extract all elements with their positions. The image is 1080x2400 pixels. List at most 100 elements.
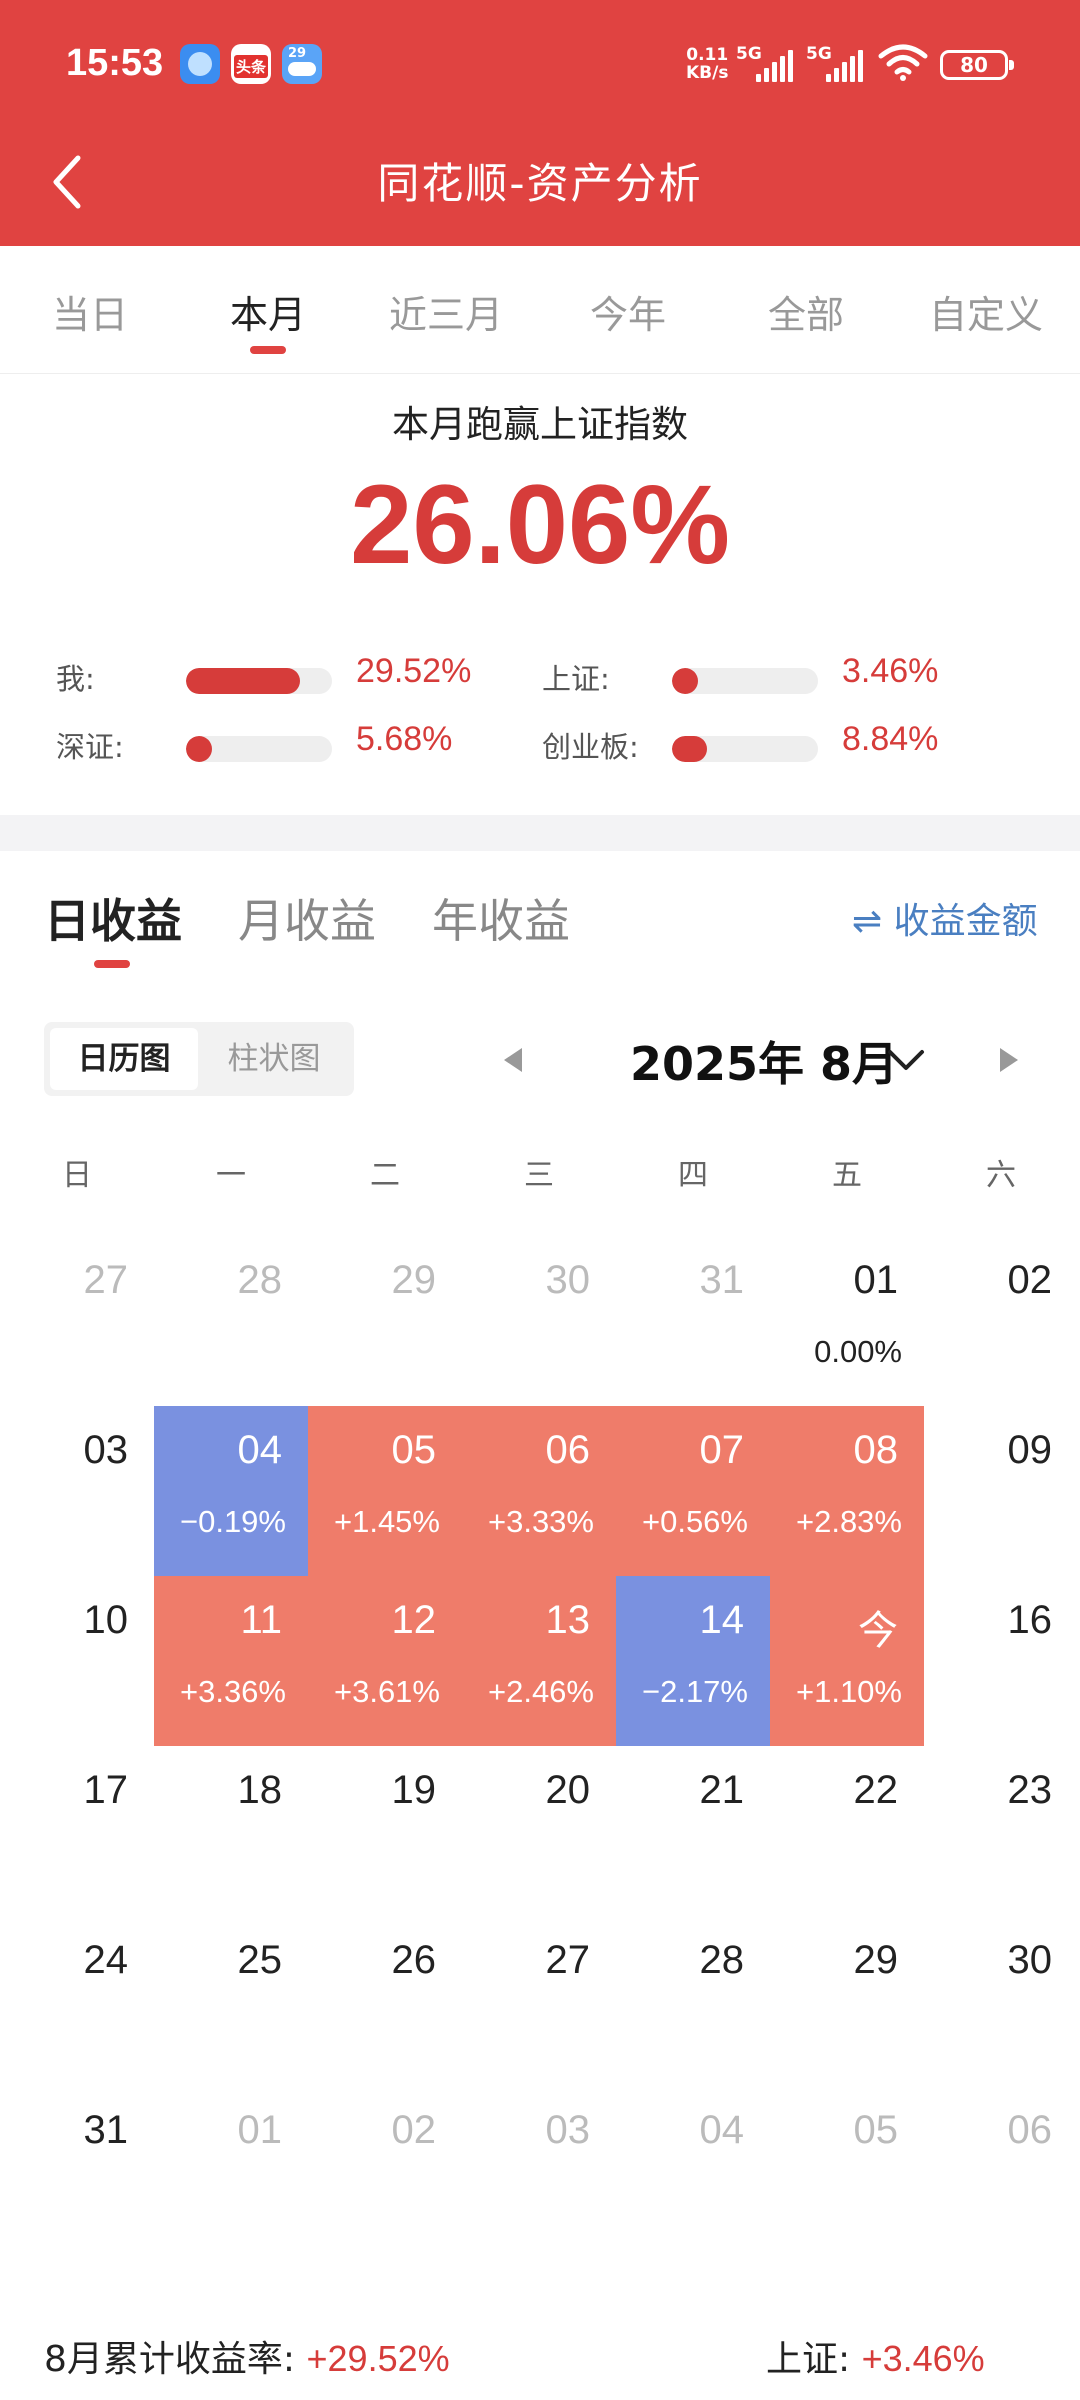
prev-month-icon[interactable] — [494, 1040, 534, 1080]
calendar-day-number: 23 — [1007, 1768, 1053, 1812]
calendar-day[interactable]: 02 — [924, 1236, 1078, 1406]
calendar-day-return: 0.00% — [814, 1334, 902, 1369]
calendar-day[interactable]: 16 — [924, 1576, 1078, 1746]
calendar-day[interactable]: 24 — [0, 1916, 154, 2086]
tab-all[interactable]: 全部 — [767, 293, 844, 337]
compare-bar — [186, 668, 332, 694]
signal-bars-icon — [826, 50, 870, 82]
calendar-day[interactable]: 01 0.00% — [770, 1236, 924, 1406]
calendar-day[interactable]: 17 — [0, 1746, 154, 1916]
calendar-day[interactable]: 26 — [308, 1916, 462, 2086]
calendar-day[interactable]: 今 +1.10% — [770, 1576, 924, 1746]
calendar-day-number: 06 — [545, 1428, 591, 1472]
status-bar: 15:53 头条 29 0.11 KB/s 5G 5G 80 — [0, 0, 1080, 130]
calendar-day[interactable]: 30 — [924, 1916, 1078, 2086]
calendar-day-number: 21 — [699, 1768, 745, 1812]
calendar-day-number: 04 — [699, 2108, 745, 2152]
calendar-view-option[interactable]: 日历图 — [50, 1028, 198, 1090]
calendar-day[interactable]: 25 — [154, 1916, 308, 2086]
calendar-day: 01 — [154, 2086, 308, 2256]
compare-bar — [672, 668, 818, 694]
calendar-day[interactable]: 22 — [770, 1746, 924, 1916]
tab-today[interactable]: 当日 — [51, 293, 128, 337]
calendar-day[interactable]: 04 −0.19% — [154, 1406, 308, 1576]
calendar-day[interactable]: 07 +0.56% — [616, 1406, 770, 1576]
weekday-label: 二 — [370, 1158, 400, 1193]
chevron-down-icon[interactable] — [884, 1040, 928, 1080]
tab-three-months[interactable]: 近三月 — [388, 293, 503, 337]
calendar-day-return: +2.83% — [795, 1504, 902, 1539]
calendar-day[interactable]: 14 −2.17% — [616, 1576, 770, 1746]
status-time: 15:53 — [66, 42, 164, 84]
monthly-return-value: +29.52% — [306, 2338, 450, 2379]
app-header: 15:53 头条 29 0.11 KB/s 5G 5G 80 同花顺-资产分析 — [0, 0, 1080, 246]
compare-label: 深证: — [56, 730, 124, 764]
calendar-day-return: +3.36% — [179, 1674, 286, 1709]
calendar-day-number: 16 — [1007, 1598, 1053, 1642]
monthly-return: 8月累计收益率: +29.52% — [44, 2330, 450, 2382]
next-month-icon[interactable] — [988, 1040, 1028, 1080]
calendar-day[interactable]: 23 — [924, 1746, 1078, 1916]
shanghai-return: 上证: +3.46% — [766, 2330, 985, 2382]
compare-me: 我: 29.52% — [56, 646, 496, 706]
calendar-day-return: +3.61% — [333, 1674, 440, 1709]
calendar-day[interactable]: 13 +2.46% — [462, 1576, 616, 1746]
calendar-day-number: 27 — [545, 1938, 591, 1982]
calendar-day-number: 05 — [853, 2108, 899, 2152]
compare-value: 5.68% — [356, 720, 453, 758]
compare-bar — [672, 736, 818, 762]
calendar-day-return: +3.33% — [487, 1504, 594, 1539]
calendar-day-number: 13 — [545, 1598, 591, 1642]
calendar-day-number: 03 — [83, 1428, 129, 1472]
calendar-day[interactable]: 06 +3.33% — [462, 1406, 616, 1576]
calendar-day[interactable]: 27 — [462, 1916, 616, 2086]
calendar-day[interactable]: 03 — [0, 1406, 154, 1576]
calendar-day[interactable]: 08 +2.83% — [770, 1406, 924, 1576]
calendar-day[interactable]: 31 — [0, 2086, 154, 2256]
calendar-day[interactable]: 12 +3.61% — [308, 1576, 462, 1746]
compare-shenzhen: 深证: 5.68% — [56, 714, 496, 774]
wifi-icon — [878, 44, 928, 81]
calendar-day-number: 09 — [1007, 1428, 1053, 1472]
calendar-day[interactable]: 21 — [616, 1746, 770, 1916]
tab-this-year[interactable]: 今年 — [589, 293, 666, 337]
calendar-day-number: 10 — [83, 1598, 129, 1642]
tab-monthly-earnings[interactable]: 月收益 — [238, 894, 376, 948]
tab-daily-earnings[interactable]: 日收益 — [44, 894, 182, 948]
bar-view-option[interactable]: 柱状图 — [227, 1041, 321, 1077]
calendar-day-number: 28 — [699, 1938, 745, 1982]
browser-app-icon — [180, 44, 220, 84]
calendar-day[interactable]: 05 +1.45% — [308, 1406, 462, 1576]
calendar-day: 29 — [308, 1236, 462, 1406]
calendar-day[interactable]: 29 — [770, 1916, 924, 2086]
calendar-day: 02 — [308, 2086, 462, 2256]
calendar-day[interactable]: 11 +3.36% — [154, 1576, 308, 1746]
calendar-day-number: 03 — [545, 2108, 591, 2152]
calendar-day[interactable]: 19 — [308, 1746, 462, 1916]
calendar-day: 03 — [462, 2086, 616, 2256]
back-arrow-icon[interactable] — [48, 152, 88, 212]
weekday-label: 六 — [986, 1158, 1016, 1193]
tab-this-month[interactable]: 本月 — [178, 284, 358, 354]
calendar-day[interactable]: 09 — [924, 1406, 1078, 1576]
tab-yearly-earnings[interactable]: 年收益 — [432, 894, 570, 948]
calendar-day[interactable]: 10 — [0, 1576, 154, 1746]
calendar-day-return: −2.17% — [641, 1674, 748, 1709]
net-speed-value: 0.11 — [686, 45, 729, 65]
calendar-day-return: +1.10% — [795, 1674, 902, 1709]
toggle-amount-button[interactable]: ⇌ 收益金额 — [852, 901, 1038, 942]
calendar-day-number: 25 — [237, 1938, 283, 1982]
weekday-label: 四 — [678, 1158, 708, 1193]
calendar-day[interactable]: 20 — [462, 1746, 616, 1916]
calendar-day-number: 31 — [699, 1258, 745, 1302]
month-label[interactable]: 2025年 8月 — [630, 1037, 899, 1091]
calendar-day-number: 28 — [237, 1258, 283, 1302]
calendar-day[interactable]: 28 — [616, 1916, 770, 2086]
tab-custom[interactable]: 自定义 — [928, 293, 1043, 337]
calendar-day: 30 — [462, 1236, 616, 1406]
calendar-day-number: 12 — [391, 1598, 437, 1642]
calendar-day[interactable]: 18 — [154, 1746, 308, 1916]
calendar-day-number: 27 — [83, 1258, 129, 1302]
calendar-day-number: 今 — [858, 1609, 898, 1653]
calendar-day-number: 19 — [391, 1768, 437, 1812]
